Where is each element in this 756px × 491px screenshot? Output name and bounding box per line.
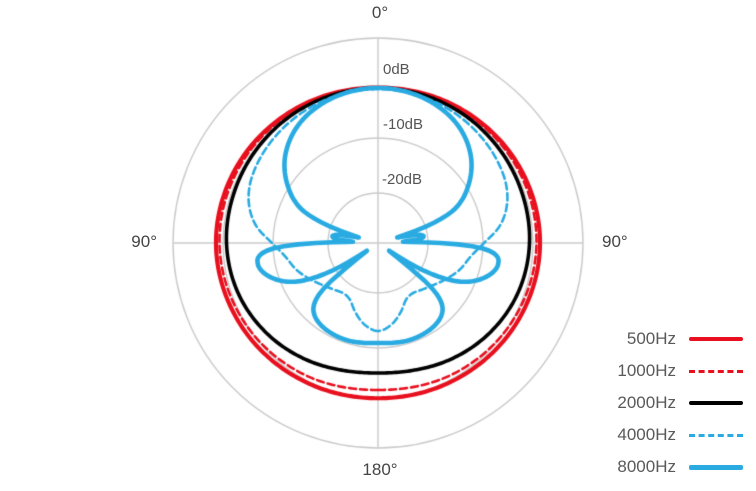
radial-label-10db: -10dB [383, 116, 424, 133]
legend-swatch-1000hz-line [689, 369, 743, 373]
angle-label-0deg: 0° [371, 3, 389, 22]
legend-swatch-2000hz-line [689, 401, 743, 405]
legend-item-2000hz: 2000Hz [606, 387, 746, 419]
angle-label-90deg-right: 90° [602, 232, 628, 251]
legend: 500Hz 1000Hz 2000Hz 4000Hz 8000Hz [606, 323, 746, 483]
radial-label-0db: 0dB [383, 61, 410, 78]
legend-item-4000hz: 4000Hz [606, 419, 746, 451]
legend-item-500hz: 500Hz [606, 323, 746, 355]
legend-swatch-8000hz-line [689, 464, 743, 470]
legend-item-8000hz: 8000Hz [606, 451, 746, 483]
legend-label-8000hz: 8000Hz [617, 457, 676, 476]
legend-label-1000hz: 1000Hz [617, 361, 676, 380]
legend-swatch-500hz-line [689, 337, 743, 341]
legend-label-4000hz: 4000Hz [617, 425, 676, 444]
legend-label-2000hz: 2000Hz [617, 393, 676, 412]
angle-label-90deg-left: 90° [131, 232, 157, 251]
legend-swatch-4000hz-line [689, 433, 743, 437]
legend-item-1000hz: 1000Hz [606, 355, 746, 387]
angle-label-180deg: 180° [362, 460, 398, 479]
legend-label-500hz: 500Hz [626, 329, 676, 348]
radial-label-20db: -20dB [382, 171, 423, 188]
